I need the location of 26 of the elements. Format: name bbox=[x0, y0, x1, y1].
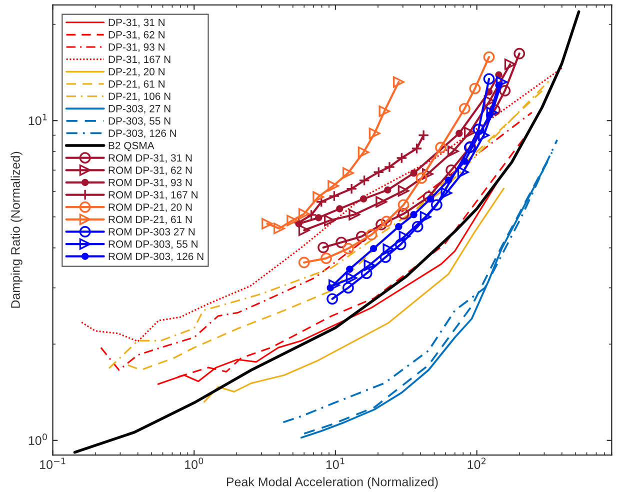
x-tick-label: 10$^{1}$ bbox=[326, 458, 344, 469]
legend-label: DP-31, 93 N bbox=[108, 43, 164, 52]
y-axis-title: Damping Ratio (Normalized) bbox=[10, 152, 22, 308]
x-tick-label: 10$^{2}$ bbox=[468, 458, 486, 469]
legend-label: ROM DP-31, 167 N bbox=[108, 191, 198, 200]
legend-label: DP-31, 167 N bbox=[108, 56, 170, 64]
legend-label: ROM DP-31, 31 N bbox=[108, 154, 192, 163]
legend-label: DP-303, 55 N bbox=[108, 117, 170, 126]
legend-label: ROM DP-303, 126 N bbox=[108, 252, 204, 262]
legend-label: DP-21, 20 N bbox=[108, 68, 164, 77]
x-axis-title: Peak Modal Acceleration (Normalized) bbox=[226, 477, 438, 489]
x-tick-label: 10$^{−1}$ bbox=[40, 458, 66, 469]
legend-label: ROM DP-303 27 N bbox=[108, 228, 195, 236]
legend-label: DP-21, 61 N bbox=[108, 80, 164, 89]
legend-label: ROM DP-31, 93 N bbox=[108, 178, 192, 188]
legend-label: DP-21, 106 N bbox=[108, 92, 170, 102]
legend-label: ROM DP-21, 61 N bbox=[108, 216, 192, 224]
legend-label: DP-303, 27 N bbox=[108, 104, 170, 114]
legend-label: DP-31, 31 N bbox=[108, 18, 164, 28]
legend-label: ROM DP-21, 20 N bbox=[108, 203, 192, 212]
x-tick-label: 10$^{0}$ bbox=[185, 458, 204, 469]
legend-label: ROM DP-31, 62 N bbox=[108, 166, 192, 176]
legend-label: B2 QSMA bbox=[108, 142, 154, 152]
legend-label: DP-303, 126 N bbox=[108, 130, 176, 138]
legend-label: DP-31, 62 N bbox=[108, 31, 164, 40]
legend-label: ROM DP-303, 55 N bbox=[108, 240, 198, 250]
